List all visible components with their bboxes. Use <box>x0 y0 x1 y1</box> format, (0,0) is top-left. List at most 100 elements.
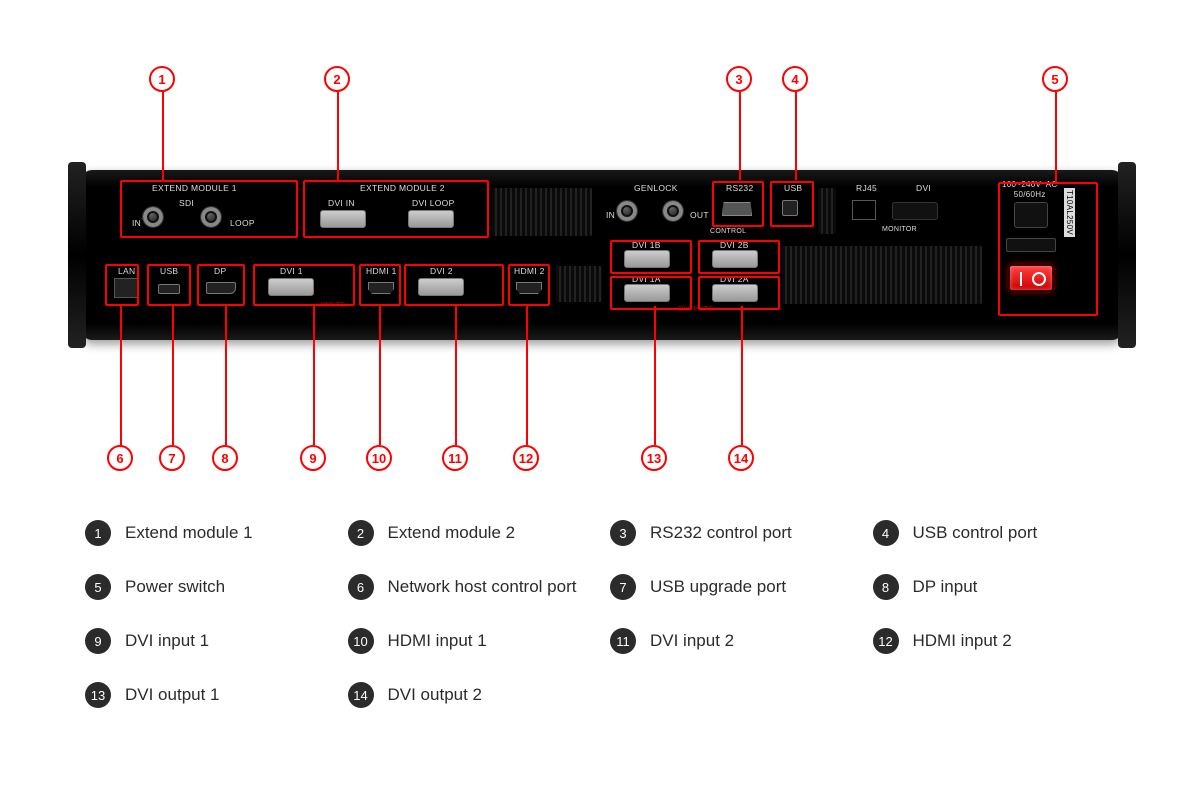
callout-circle: 4 <box>782 66 808 92</box>
legend-bullet: 1 <box>85 520 111 546</box>
highlight-box <box>610 240 692 274</box>
legend-item: 9 DVI input 1 <box>85 628 328 654</box>
legend-bullet: 6 <box>348 574 374 600</box>
legend-item: 13 DVI output 1 <box>85 682 328 708</box>
legend-bullet: 4 <box>873 520 899 546</box>
highlight-box <box>197 264 245 306</box>
vent-right <box>782 246 982 304</box>
legend-item: 12 HDMI input 2 <box>873 628 1116 654</box>
highlight-box <box>253 264 355 306</box>
legend-bullet: 9 <box>85 628 111 654</box>
callout-circle: 13 <box>641 445 667 471</box>
legend-item: 7 USB upgrade port <box>610 574 853 600</box>
label-genlock: GENLOCK <box>634 183 678 193</box>
legend-bullet: 3 <box>610 520 636 546</box>
callout-leader <box>313 306 315 445</box>
legend-label: Extend module 2 <box>388 523 516 543</box>
legend-label: Power switch <box>125 577 225 597</box>
callout-circle: 7 <box>159 445 185 471</box>
callout-leader <box>120 306 122 445</box>
callout-leader <box>162 92 164 180</box>
legend-label: HDMI input 2 <box>913 631 1012 651</box>
legend-bullet: 5 <box>85 574 111 600</box>
legend-bullet: 12 <box>873 628 899 654</box>
callout-leader <box>225 306 227 445</box>
callout-leader <box>739 92 741 180</box>
legend-item: 8 DP input <box>873 574 1116 600</box>
legend-label: DVI input 2 <box>650 631 734 651</box>
highlight-box <box>105 264 139 306</box>
port-genlock-in <box>616 200 638 222</box>
callout-leader <box>379 306 381 445</box>
port-genlock-out <box>662 200 684 222</box>
diagram-stage: EXTEND MODULE 1 SDI IN LOOP EXTEND MODUL… <box>0 0 1200 800</box>
label-monitor: MONITOR <box>882 226 917 233</box>
legend-label: HDMI input 1 <box>388 631 487 651</box>
callout-leader <box>654 306 656 445</box>
label-genlock-in: IN <box>606 210 615 220</box>
legend-bullet: 14 <box>348 682 374 708</box>
callout-leader <box>1055 92 1057 182</box>
legend-label: USB control port <box>913 523 1038 543</box>
legend-bullet: 8 <box>873 574 899 600</box>
legend-bullet: 2 <box>348 520 374 546</box>
legend-item: 5 Power switch <box>85 574 328 600</box>
callout-leader <box>337 92 339 180</box>
callout-circle: 9 <box>300 445 326 471</box>
vent-top-2 <box>818 188 836 234</box>
label-mon-dvi: DVI <box>916 183 931 193</box>
legend-bullet: 11 <box>610 628 636 654</box>
callout-leader <box>795 92 797 180</box>
legend-label: DVI input 1 <box>125 631 209 651</box>
callout-leader <box>526 306 528 445</box>
highlight-box <box>770 181 814 227</box>
callout-circle: 5 <box>1042 66 1068 92</box>
legend-label: DVI output 1 <box>125 685 220 705</box>
callout-leader <box>741 306 743 445</box>
port-monitor-dvi <box>892 202 938 220</box>
highlight-box <box>698 240 780 274</box>
legend-item: 4 USB control port <box>873 520 1116 546</box>
callout-circle: 12 <box>513 445 539 471</box>
callout-circle: 2 <box>324 66 350 92</box>
legend-item: 6 Network host control port <box>348 574 591 600</box>
callout-circle: 3 <box>726 66 752 92</box>
callout-circle: 8 <box>212 445 238 471</box>
label-rj45: RJ45 <box>856 183 877 193</box>
legend-bullet: 7 <box>610 574 636 600</box>
legend-label: DVI output 2 <box>388 685 483 705</box>
legend-label: Network host control port <box>388 577 577 597</box>
highlight-box <box>359 264 401 306</box>
legend-bullet: 10 <box>348 628 374 654</box>
legend-item: 14 DVI output 2 <box>348 682 591 708</box>
callout-leader <box>455 306 457 445</box>
highlight-box <box>404 264 504 306</box>
legend-item: 10 HDMI input 1 <box>348 628 591 654</box>
callout-circle: 14 <box>728 445 754 471</box>
legend-item: 1 Extend module 1 <box>85 520 328 546</box>
legend-label: Extend module 1 <box>125 523 253 543</box>
vent-top <box>492 188 592 236</box>
callout-leader <box>172 306 174 445</box>
legend-bullet: 13 <box>85 682 111 708</box>
legend-item: 2 Extend module 2 <box>348 520 591 546</box>
legend-label: USB upgrade port <box>650 577 786 597</box>
callout-circle: 11 <box>442 445 468 471</box>
port-monitor-rj45 <box>852 200 876 220</box>
vent-mid <box>556 266 602 302</box>
callout-circle: 6 <box>107 445 133 471</box>
highlight-box <box>508 264 550 306</box>
highlight-box <box>147 264 191 306</box>
legend-grid: 1 Extend module 1 2 Extend module 2 3 RS232 c… <box>85 520 1115 708</box>
callout-circle: 1 <box>149 66 175 92</box>
legend-label: DP input <box>913 577 978 597</box>
highlight-box <box>698 276 780 310</box>
callout-circle: 10 <box>366 445 392 471</box>
legend-item: 3 RS232 control port <box>610 520 853 546</box>
highlight-box <box>303 180 489 238</box>
highlight-box <box>712 181 764 227</box>
legend-label: RS232 control port <box>650 523 792 543</box>
highlight-box <box>998 182 1098 316</box>
legend-item: 11 DVI input 2 <box>610 628 853 654</box>
label-control: CONTROL <box>710 228 746 235</box>
